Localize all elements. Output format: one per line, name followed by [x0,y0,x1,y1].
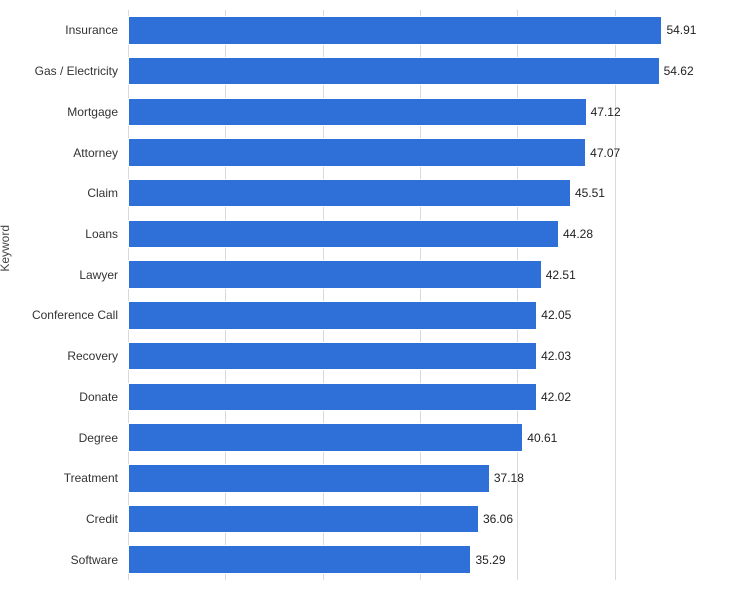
value-label: 45.51 [571,186,605,200]
bar-row: Claim45.51 [128,173,712,214]
bar [128,98,587,127]
y-axis-title: Keyword [0,225,12,272]
bar-row: Lawyer42.51 [128,254,712,295]
value-label: 54.91 [662,23,696,37]
plot-area: Insurance54.91Gas / Electricity54.62Mort… [128,10,712,580]
bar-row: Gas / Electricity54.62 [128,51,712,92]
category-label: Lawyer [79,268,128,282]
bar [128,57,660,86]
category-label: Insurance [65,23,128,37]
bar [128,301,537,330]
category-label: Attorney [73,146,128,160]
value-label: 40.61 [523,431,557,445]
category-label: Gas / Electricity [35,64,128,78]
value-label: 54.62 [660,64,694,78]
category-label: Loans [85,227,128,241]
category-label: Recovery [67,349,128,363]
category-label: Software [71,553,128,567]
bar [128,423,523,452]
bar [128,464,490,493]
value-label: 42.05 [537,308,571,322]
value-label: 36.06 [479,512,513,526]
value-label: 42.51 [542,268,576,282]
value-label: 42.02 [537,390,571,404]
category-label: Donate [79,390,128,404]
bar-row: Credit36.06 [128,499,712,540]
bar [128,138,586,167]
bar-row: Recovery42.03 [128,336,712,377]
value-label: 47.12 [587,105,621,119]
bar [128,505,479,534]
bar [128,545,471,574]
category-label: Degree [79,431,128,445]
bar [128,260,542,289]
bar-row: Insurance54.91 [128,10,712,51]
category-label: Credit [86,512,128,526]
value-label: 35.29 [471,553,505,567]
bar-row: Software35.29 [128,539,712,580]
chart-container: Keyword Insurance54.91Gas / Electricity5… [0,0,750,590]
category-label: Claim [87,186,128,200]
bar-row: Donate42.02 [128,376,712,417]
bar-row: Degree40.61 [128,417,712,458]
bar-row: Treatment37.18 [128,458,712,499]
bar [128,16,662,45]
bar-row: Attorney47.07 [128,132,712,173]
value-label: 37.18 [490,471,524,485]
category-label: Conference Call [32,308,128,322]
bar-row: Mortgage47.12 [128,91,712,132]
category-label: Treatment [64,471,128,485]
bar-row: Conference Call42.05 [128,295,712,336]
value-label: 44.28 [559,227,593,241]
category-label: Mortgage [67,105,128,119]
value-label: 47.07 [586,146,620,160]
bar [128,342,537,371]
bars-group: Insurance54.91Gas / Electricity54.62Mort… [128,10,712,580]
bar [128,179,571,208]
bar [128,220,559,249]
bar [128,383,537,412]
value-label: 42.03 [537,349,571,363]
bar-row: Loans44.28 [128,214,712,255]
